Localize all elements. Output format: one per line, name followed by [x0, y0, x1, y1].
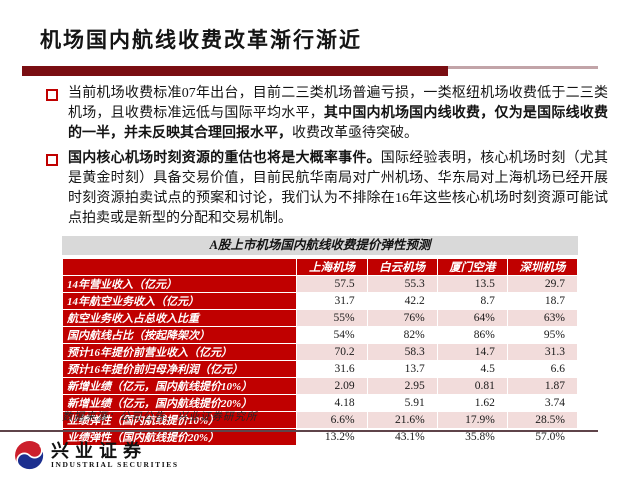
cell-value: 86%: [436, 326, 508, 344]
table-row: 业绩弹性（国内航线提价20%） 13.2% 43.1% 35.8% 57.0%: [61, 428, 579, 446]
industrial-securities-logo-icon: [14, 440, 45, 476]
cell-value: 13.5: [436, 275, 508, 293]
cell-value: 31.7: [296, 292, 368, 310]
cell-value: 43.1%: [366, 428, 438, 446]
footer-divider: [0, 430, 598, 432]
text-segment: 收费改革亟待突破。: [292, 126, 418, 141]
row-label: 预计16年提价前归母净利润（亿元）: [61, 360, 298, 378]
forecast-table: 上海机场 白云机场 厦门空港 深圳机场 14年营业收入（亿元） 57.5 55.…: [61, 258, 579, 446]
cell-value: 4.5: [436, 360, 508, 378]
table-row: 航空业务收入占总收入比重 55% 76% 64% 63%: [61, 309, 579, 327]
column-header: 深圳机场: [506, 258, 579, 276]
table-row: 预计16年提价前营业收入（亿元） 70.2 58.3 14.7 31.3: [61, 343, 579, 361]
cell-value: 2.95: [366, 377, 438, 395]
cell-value: 6.6%: [296, 411, 368, 429]
row-label: 预计16年提价前营业收入（亿元）: [61, 343, 298, 361]
cell-value: 13.7: [366, 360, 438, 378]
cell-value: 17.9%: [436, 411, 508, 429]
column-header: 厦门空港: [436, 258, 508, 276]
cell-value: 55%: [296, 309, 368, 327]
table-row: 预计16年提价前归母净利润（亿元） 31.6 13.7 4.5 6.6: [61, 360, 579, 378]
bullet-text: 当前机场收费标准07年出台，目前二三类机场普遍亏损，一类枢纽机场收费低于二三类机…: [68, 84, 608, 144]
cell-value: 6.6: [506, 360, 579, 378]
table-row: 新增业绩（亿元，国内航线提价20%） 4.18 5.91 1.62 3.74: [61, 394, 579, 412]
cell-value: 13.2%: [296, 428, 368, 446]
row-label: 新增业绩（亿元，国内航线提价10%）: [61, 377, 298, 395]
cell-value: 54%: [296, 326, 368, 344]
cell-value: 82%: [366, 326, 438, 344]
industrial-securities-logo: 兴业证券 INDUSTRIAL SECURITIES: [14, 440, 179, 476]
cell-value: 14.7: [436, 343, 508, 361]
text-segment-bold: 国内核心机场时刻资源的重估也将是大概率事件。: [68, 151, 381, 166]
column-header: 上海机场: [296, 258, 368, 276]
cell-value: 1.62: [436, 394, 508, 412]
text-segment: 国际经验表明，核心机场时刻（尤其是黄金时刻）具备交易价值，目前民航华南局对广州机…: [68, 151, 609, 226]
cell-value: 70.2: [296, 343, 368, 361]
header-empty-cell: [61, 258, 298, 276]
logo-chinese-name: 兴业证券: [51, 441, 147, 461]
table-row: 国内航线占比（按起降架次） 54% 82% 86% 95%: [61, 326, 579, 344]
row-label: 国内航线占比（按起降架次）: [61, 326, 298, 344]
data-source-note: 数据来源：公司公告、兴业证券研究所: [62, 412, 258, 423]
cell-value: 3.74: [506, 394, 579, 412]
bullet-text: 国内核心机场时刻资源的重估也将是大概率事件。国际经验表明，核心机场时刻（尤其是黄…: [68, 149, 608, 229]
page-title: 机场国内航线收费改革渐行渐近: [40, 28, 362, 52]
logo-text-block: 兴业证券 INDUSTRIAL SECURITIES: [51, 442, 179, 469]
text-segment: 当前机场收费标准07年出台，目前二三类机场普遍亏损，一类枢纽机场收费低于二三类机…: [68, 86, 608, 121]
cell-value: 76%: [366, 309, 438, 327]
title-underline-thin-line: [448, 66, 598, 69]
red-square-bullet-icon: [46, 89, 58, 101]
cell-value: 31.3: [506, 343, 579, 361]
table-title: A股上市机场国内航线收费提价弹性预测: [62, 236, 578, 255]
cell-value: 8.7: [436, 292, 508, 310]
cell-value: 95%: [506, 326, 579, 344]
cell-value: 64%: [436, 309, 508, 327]
logo-english-name: INDUSTRIAL SECURITIES: [51, 460, 179, 469]
cell-value: 55.3: [366, 275, 438, 293]
list-item: 国内核心机场时刻资源的重估也将是大概率事件。国际经验表明，核心机场时刻（尤其是黄…: [46, 149, 608, 229]
row-label: 新增业绩（亿元，国内航线提价20%）: [61, 394, 298, 412]
cell-value: 57.0%: [506, 428, 579, 446]
cell-value: 42.2: [366, 292, 438, 310]
table-row: 业绩弹性（国内航线提价10%） 6.6% 21.6% 17.9% 28.5%: [61, 411, 579, 429]
row-label: 14年航空业务收入（亿元）: [61, 292, 298, 310]
title-underline-bar: [22, 66, 448, 76]
row-label: 业绩弹性（国内航线提价20%）: [61, 428, 298, 446]
cell-value: 21.6%: [366, 411, 438, 429]
text-segment-bold: 其中国内机场国内线收费，仅为是国际线收费的一半，并未反映其合理回报水平，: [68, 106, 608, 141]
cell-value: 31.6: [296, 360, 368, 378]
red-square-bullet-icon: [46, 154, 58, 166]
row-label: 14年营业收入（亿元）: [61, 275, 298, 293]
cell-value: 1.87: [506, 377, 579, 395]
table-row: 新增业绩（亿元，国内航线提价10%） 2.09 2.95 0.81 1.87: [61, 377, 579, 395]
cell-value: 29.7: [506, 275, 579, 293]
cell-value: 2.09: [296, 377, 368, 395]
cell-value: 4.18: [296, 394, 368, 412]
cell-value: 58.3: [366, 343, 438, 361]
table-header-row: 上海机场 白云机场 厦门空港 深圳机场: [61, 258, 579, 276]
cell-value: 18.7: [506, 292, 579, 310]
cell-value: 28.5%: [506, 411, 579, 429]
cell-value: 63%: [506, 309, 579, 327]
cell-value: 57.5: [296, 275, 368, 293]
cell-value: 5.91: [366, 394, 438, 412]
cell-value: 0.81: [436, 377, 508, 395]
table-row: 14年航空业务收入（亿元） 31.7 42.2 8.7 18.7: [61, 292, 579, 310]
forecast-table-section: A股上市机场国内航线收费提价弹性预测 上海机场 白云机场 厦门空港 深圳机场 1…: [61, 236, 579, 446]
row-label: 业绩弹性（国内航线提价10%）: [61, 411, 298, 429]
table-row: 14年营业收入（亿元） 57.5 55.3 13.5 29.7: [61, 275, 579, 293]
row-label: 航空业务收入占总收入比重: [61, 309, 298, 327]
list-item: 当前机场收费标准07年出台，目前二三类机场普遍亏损，一类枢纽机场收费低于二三类机…: [46, 84, 608, 144]
bullet-list: 当前机场收费标准07年出台，目前二三类机场普遍亏损，一类枢纽机场收费低于二三类机…: [46, 84, 608, 234]
column-header: 白云机场: [366, 258, 438, 276]
